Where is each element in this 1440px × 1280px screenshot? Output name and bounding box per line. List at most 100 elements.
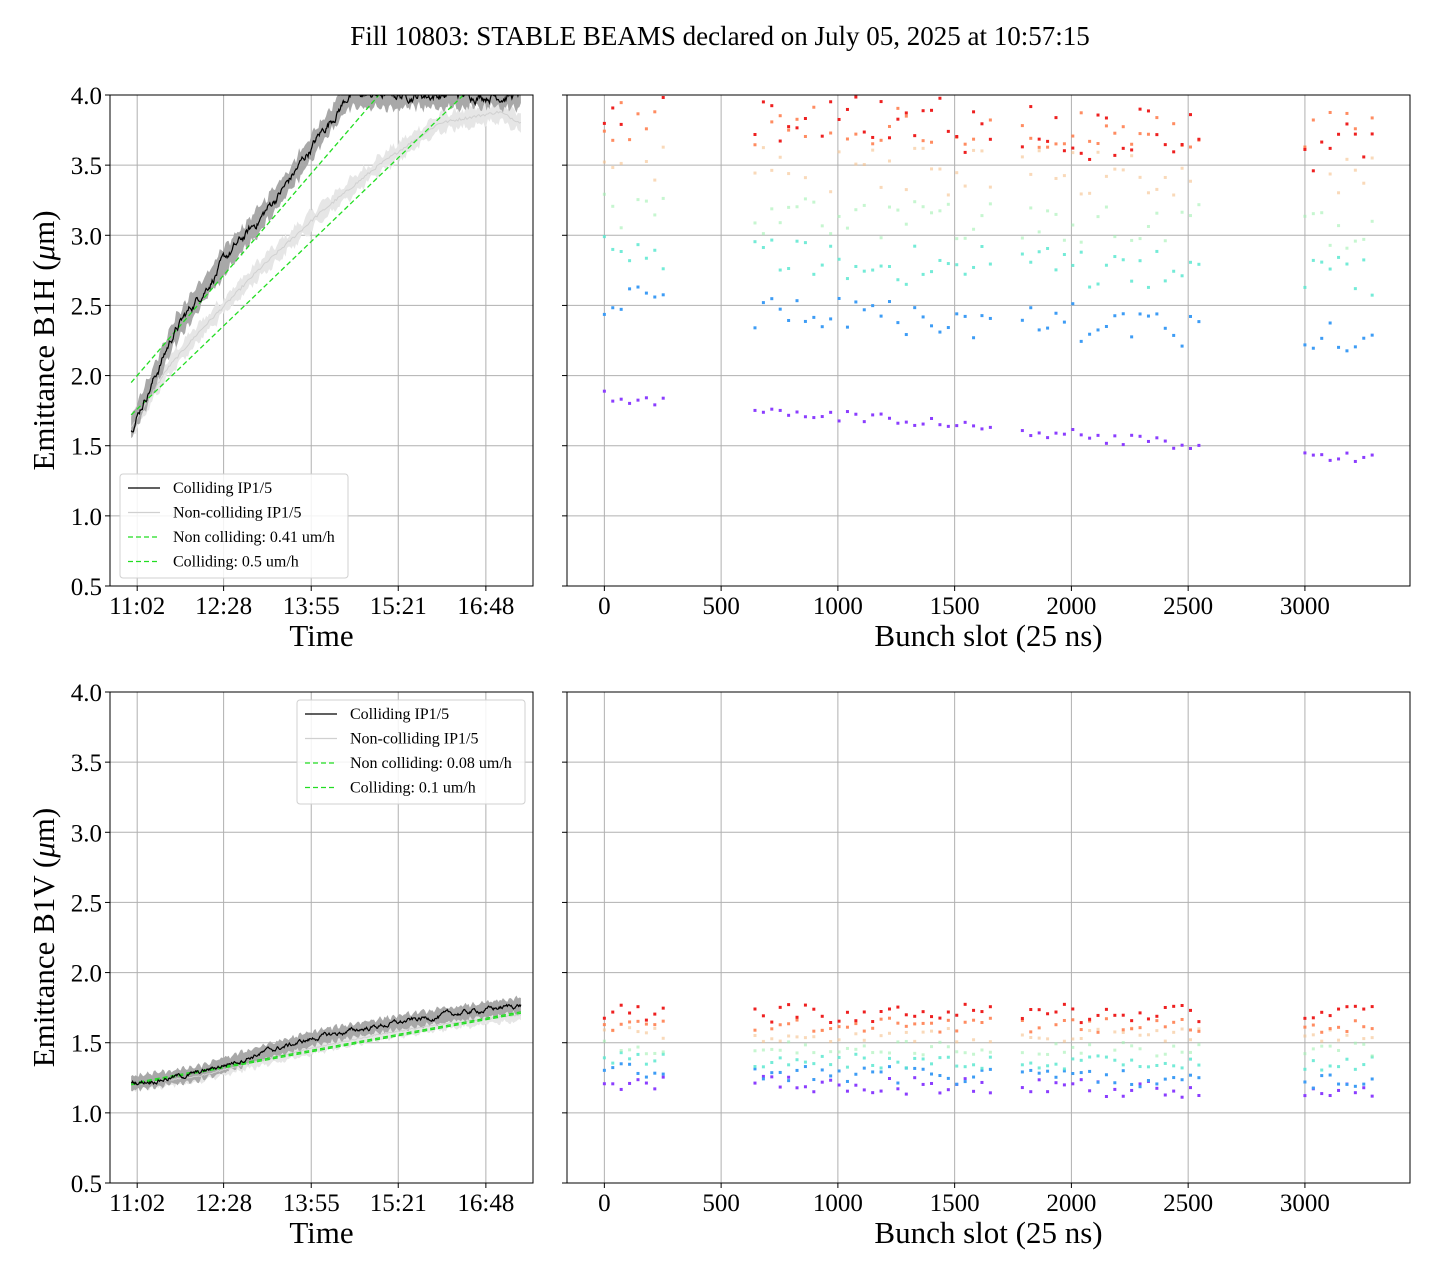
bunch-point — [753, 171, 757, 175]
bunch-point — [1197, 1093, 1201, 1097]
bunch-point — [1188, 214, 1192, 218]
bunch-point — [1088, 191, 1092, 195]
bunch-point — [770, 168, 774, 172]
bunch-point — [1370, 1027, 1374, 1031]
bunch-point — [871, 1070, 875, 1074]
bunch-point — [879, 412, 883, 416]
bunch-point — [1155, 1054, 1159, 1058]
bunch-point — [1113, 167, 1117, 171]
bunch-point — [628, 1026, 632, 1030]
bunch-point — [887, 136, 891, 140]
bunch-point — [845, 410, 849, 414]
bunch-point — [1104, 1017, 1108, 1021]
bunch-point — [1113, 1087, 1117, 1091]
bunch-point — [1046, 1012, 1050, 1016]
bunch-point — [862, 130, 866, 134]
bunch-point — [988, 1067, 992, 1071]
bunch-point — [1088, 157, 1092, 161]
y-tick-label: 0.5 — [71, 1171, 102, 1198]
bunch-point — [611, 1082, 615, 1086]
bunch-point — [1155, 1086, 1159, 1090]
bunch-point — [1155, 187, 1159, 191]
bunch-point — [1104, 324, 1108, 328]
bunch-point — [636, 198, 640, 202]
bunch-point — [1104, 441, 1108, 445]
scatter-area — [602, 1002, 1374, 1099]
bunch-point — [636, 112, 640, 116]
bunch-point — [644, 396, 648, 400]
bunch-point — [1337, 132, 1341, 136]
bunch-point — [1046, 1069, 1050, 1073]
bunch-point — [1088, 1017, 1092, 1021]
bunch-point — [887, 1065, 891, 1069]
bunch-point — [803, 1085, 807, 1089]
bunch-point — [887, 1056, 891, 1060]
bunch-point — [1088, 1055, 1092, 1059]
bunch-point — [1130, 238, 1134, 242]
bunch-point — [1362, 455, 1366, 459]
bunch-point — [1079, 250, 1083, 254]
bunch-point — [972, 137, 976, 141]
bunch-point — [795, 239, 799, 243]
bunch-point — [938, 1030, 942, 1034]
bunch-point — [963, 1077, 967, 1081]
bunch-point — [1104, 1007, 1108, 1011]
bunch-point — [1155, 1029, 1159, 1033]
bunch-point — [930, 416, 934, 420]
bunch-point — [955, 1013, 959, 1017]
x-tick-label: 12:28 — [195, 593, 252, 620]
legend: Colliding IP1/5 Non-colliding IP1/5 Non co… — [296, 699, 526, 805]
bunch-point — [619, 397, 623, 401]
bunch-point — [946, 424, 950, 428]
bunch-point — [1029, 1030, 1033, 1034]
bunch-point — [619, 101, 623, 105]
bunch-point — [854, 1019, 858, 1023]
bunch-point — [854, 95, 858, 99]
bunch-point — [955, 1050, 959, 1054]
bunch-point — [1362, 155, 1366, 159]
bunch-point — [963, 420, 967, 424]
bunch-point — [1121, 443, 1125, 447]
bunch-point — [1303, 285, 1307, 289]
bunch-point — [795, 1086, 799, 1090]
bunch-point — [1079, 1021, 1083, 1025]
bunch-point — [770, 297, 774, 301]
bunch-point — [1362, 1025, 1366, 1029]
y-axis-label-mu: μ — [26, 842, 61, 859]
bunch-point — [1320, 336, 1324, 340]
bunch-point — [1197, 1027, 1201, 1031]
bunch-point — [1328, 267, 1332, 271]
bunch-point — [946, 202, 950, 206]
bunch-point — [611, 166, 615, 170]
x-axis-label: Time — [289, 1215, 353, 1250]
bunch-point — [871, 1063, 875, 1067]
bunch-point — [879, 1017, 883, 1021]
bunch-point — [1088, 1029, 1092, 1033]
bunch-point — [770, 1020, 774, 1024]
bunch-point — [1362, 1007, 1366, 1011]
bunch-point — [1303, 145, 1307, 149]
bunch-point — [1163, 1025, 1167, 1029]
bunch-point — [611, 306, 615, 310]
bunch-point — [1311, 1059, 1315, 1063]
bunch-point — [753, 1007, 757, 1011]
bunch-point — [770, 104, 774, 108]
bunch-point — [1180, 344, 1184, 348]
bunch-point — [829, 1063, 833, 1067]
bunch-point — [611, 1061, 615, 1065]
bunch-point — [862, 203, 866, 207]
bunch-point — [1037, 1066, 1041, 1070]
bunch-point — [938, 423, 942, 427]
x-tick-label: 0 — [598, 593, 611, 620]
bunch-point — [879, 1050, 883, 1054]
y-tick-label: 4.0 — [71, 680, 102, 707]
bunch-point — [1138, 1011, 1142, 1015]
bunch-point — [1353, 1067, 1357, 1071]
series-fit-noncolliding — [130, 95, 464, 416]
bunch-point — [602, 160, 606, 164]
bunch-point — [1188, 179, 1192, 183]
bunch-point — [770, 207, 774, 211]
bunch-point — [1362, 237, 1366, 241]
bunch-point — [1130, 1058, 1134, 1062]
y-axis-label-mu: μ — [26, 245, 61, 262]
